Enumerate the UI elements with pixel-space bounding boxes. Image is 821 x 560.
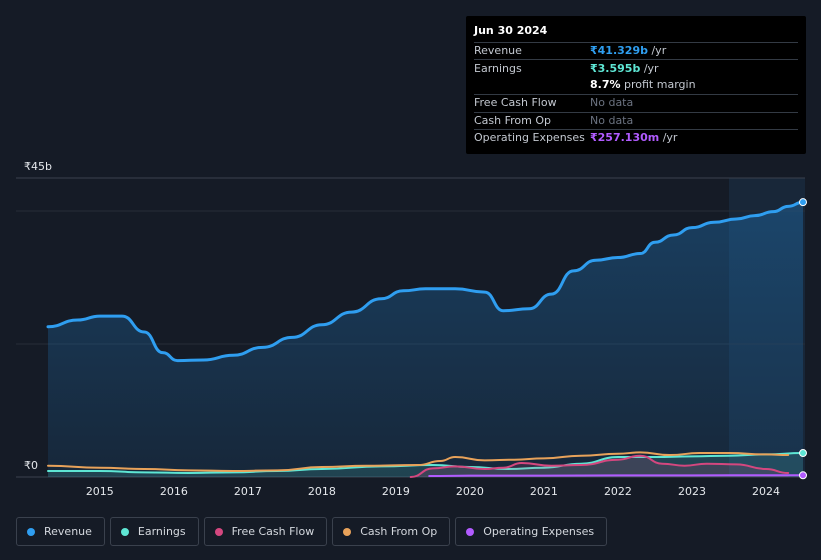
y-axis-bottom-label: ₹0	[24, 459, 38, 472]
legend-item-revenue[interactable]: Revenue	[16, 517, 105, 546]
legend-item-cash-from-op[interactable]: Cash From Op	[332, 517, 451, 546]
x-tick-label: 2022	[603, 485, 632, 498]
legend-label: Free Cash Flow	[231, 525, 315, 538]
tooltip-label: Cash From Op	[474, 113, 552, 127]
tooltip-row-fcf: Free Cash Flow No data	[474, 94, 798, 111]
legend-label: Earnings	[137, 525, 186, 538]
tooltip-label: Operating Expenses	[474, 131, 585, 145]
legend-item-operating-expenses[interactable]: Operating Expenses	[455, 517, 608, 546]
legend-dot-icon	[27, 527, 35, 536]
legend-item-earnings[interactable]: Earnings	[109, 517, 199, 546]
revenue-line[interactable]	[46, 200, 805, 363]
tooltip-label: Earnings	[474, 61, 522, 75]
x-tick-label: 2024	[751, 485, 780, 498]
tooltip-value: ₹41.329b	[590, 44, 648, 58]
tooltip-label: Free Cash Flow	[474, 96, 557, 110]
tooltip-value: No data	[590, 96, 634, 110]
tooltip-date: Jun 30 2024	[474, 24, 548, 37]
legend-dot-icon	[214, 527, 223, 536]
y-axis-top-label: ₹45b	[24, 160, 52, 173]
tooltip-label: Revenue	[474, 44, 522, 58]
revenue-end-marker	[799, 198, 807, 207]
data-tooltip: Jun 30 2024 Revenue ₹41.329b /yr Earning…	[466, 16, 806, 154]
x-tick-label: 2015	[85, 485, 114, 498]
x-tick-label: 2019	[381, 485, 410, 498]
tooltip-unit: /yr	[659, 131, 678, 145]
tooltip-value: ₹257.130m	[590, 131, 660, 145]
tooltip-unit: /yr	[640, 61, 659, 75]
legend-item-free-cash-flow[interactable]: Free Cash Flow	[203, 517, 328, 546]
legend-label: Operating Expenses	[483, 525, 595, 538]
tooltip-value: No data	[590, 113, 634, 127]
chart-legend: Revenue Earnings Free Cash Flow Cash From O…	[16, 517, 608, 546]
x-tick-label: 2017	[233, 485, 262, 498]
tooltip-unit: profit margin	[620, 78, 696, 92]
free-cash-flow-line[interactable]	[409, 454, 790, 478]
tooltip-unit: /yr	[647, 44, 667, 58]
x-tick-label: 2018	[307, 485, 336, 498]
legend-label: Cash From Op	[360, 525, 438, 538]
x-tick-label: 2020	[455, 485, 484, 498]
legend-dot-icon	[343, 527, 352, 536]
x-tick-label: 2021	[529, 485, 558, 498]
x-tick-label: 2023	[677, 485, 706, 498]
legend-label: Revenue	[44, 525, 92, 538]
tooltip-value: ₹3.595b	[590, 61, 641, 75]
tooltip-row-earnings: Earnings ₹3.595b /yr	[474, 59, 798, 76]
tooltip-value: 8.7%	[590, 78, 621, 92]
free-cash-flow-area	[410, 455, 789, 477]
tooltip-row-margin: 8.7% profit margin	[474, 77, 798, 94]
tooltip-row-revenue: Revenue ₹41.329b /yr	[474, 42, 798, 59]
tooltip-row-opex: Operating Expenses ₹257.130m /yr	[474, 128, 798, 146]
legend-dot-icon	[120, 527, 129, 536]
tooltip-row-cfo: Cash From Op No data	[474, 111, 798, 129]
operating-expenses-end-marker	[799, 471, 807, 480]
earnings-end-marker	[799, 449, 807, 458]
revenue-area	[48, 202, 803, 477]
legend-dot-icon	[466, 527, 475, 536]
operating-expenses-line[interactable]	[428, 474, 804, 478]
cash-from-op-line[interactable]	[47, 451, 790, 473]
x-tick-label: 2016	[159, 485, 188, 498]
